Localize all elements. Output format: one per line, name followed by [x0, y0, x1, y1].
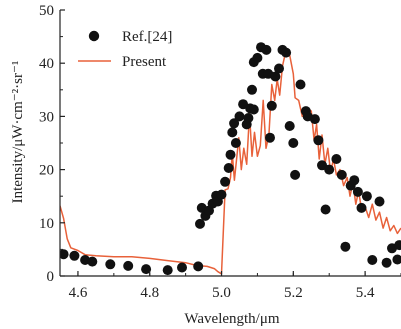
- x-tick-label: 4.8: [140, 285, 159, 301]
- present-line: [60, 49, 401, 275]
- ref-point: [324, 164, 335, 175]
- ref-point: [361, 191, 372, 202]
- legend: Ref.[24] Present: [78, 29, 172, 70]
- ref-point: [229, 118, 240, 129]
- ref-point: [356, 202, 367, 213]
- ref-point: [247, 84, 257, 95]
- ref-point: [290, 169, 301, 180]
- y-tick-label: 0: [47, 269, 55, 285]
- ref-point: [394, 240, 401, 251]
- ref-point: [261, 44, 272, 55]
- ref-point: [141, 264, 152, 275]
- legend-present-label: Present: [122, 54, 167, 70]
- y-axis-title: Intensity/μW·cm⁻²·sr⁻¹: [10, 61, 26, 204]
- ref-point: [193, 261, 204, 272]
- ref-point: [216, 189, 227, 200]
- ref-point: [123, 260, 134, 271]
- x-tick-label: 5.2: [284, 285, 303, 301]
- ref-point: [340, 241, 351, 252]
- x-axis-title: Wavelength/μm: [184, 311, 279, 327]
- ref-point: [87, 256, 98, 267]
- ref-point: [281, 47, 292, 58]
- ref-point: [248, 104, 259, 115]
- ref-point: [177, 262, 187, 273]
- ref-point: [220, 176, 231, 187]
- ref-point: [230, 138, 241, 148]
- legend-ref-label: Ref.[24]: [122, 29, 172, 45]
- ref-point: [367, 255, 378, 265]
- ref-point: [270, 71, 281, 82]
- ref-point: [234, 111, 245, 122]
- ref-point: [265, 132, 275, 143]
- ref-point: [309, 114, 320, 125]
- ref-point: [331, 154, 342, 164]
- ref-point: [295, 79, 306, 90]
- ref-point: [317, 160, 327, 171]
- ref-point: [392, 254, 401, 265]
- ref-point: [162, 265, 173, 276]
- ref-point: [320, 204, 331, 215]
- legend-ref-marker: [88, 30, 100, 42]
- ref-point: [105, 259, 116, 270]
- y-tick-label: 40: [39, 56, 54, 72]
- x-tick-label: 5.4: [356, 285, 375, 301]
- ref-point: [274, 63, 284, 74]
- x-tick-label: 4.6: [69, 285, 88, 301]
- ref-point: [336, 169, 347, 180]
- ref-point: [381, 257, 392, 268]
- ref-point: [243, 113, 254, 123]
- ref-point: [288, 138, 299, 148]
- ref-point: [352, 186, 363, 197]
- ref-point: [69, 250, 80, 261]
- ref-point: [195, 218, 205, 229]
- ref-point: [284, 121, 295, 131]
- axes: [59, 10, 401, 277]
- x-tick-label: 5.0: [212, 285, 231, 301]
- y-tick-label: 10: [39, 216, 54, 232]
- ref-point: [60, 249, 69, 260]
- ref-point: [225, 149, 236, 160]
- ref-point: [266, 100, 277, 111]
- y-tick-label: 50: [39, 3, 54, 19]
- ref-point: [349, 175, 360, 186]
- tick-layer: 4.6 4.8 5.0 5.2 5.4 0 10 20 30 40 50: [39, 3, 401, 301]
- plot-series: [60, 42, 401, 276]
- ref-point: [223, 163, 234, 173]
- ref-point: [313, 135, 324, 146]
- y-tick-label: 20: [39, 163, 54, 179]
- ref-point: [227, 127, 238, 138]
- ref-point: [374, 196, 385, 207]
- ref-point: [252, 52, 263, 63]
- y-tick-label: 30: [39, 109, 54, 125]
